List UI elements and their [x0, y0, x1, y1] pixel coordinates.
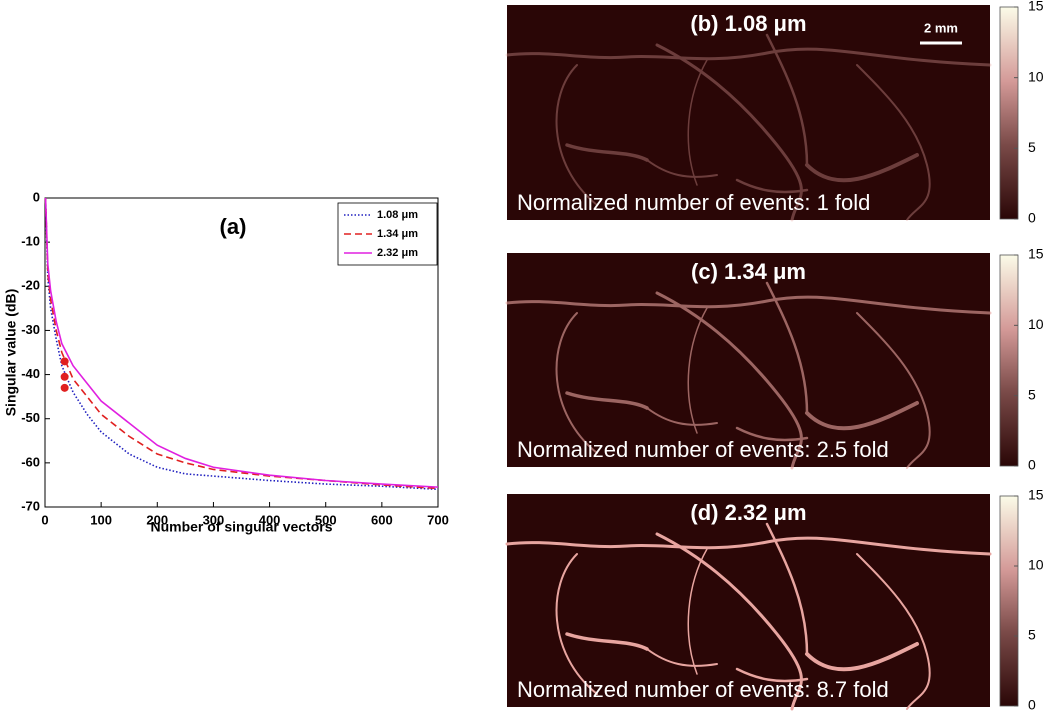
panel-label: (a)	[220, 214, 247, 239]
colorbar-tick-label: 10	[1028, 557, 1044, 573]
colorbar-tick-label: 0	[1028, 457, 1036, 473]
panel-title: (b) 1.08 μm	[690, 11, 806, 36]
x-tick-label: 300	[203, 512, 225, 527]
colorbar-tick-label: 10	[1028, 316, 1044, 332]
y-axis-label: Singular value (dB)	[3, 289, 19, 417]
panel-title: (c) 1.34 μm	[691, 259, 806, 284]
y-tick-label: 0	[33, 189, 40, 204]
y-tick-label: -30	[21, 322, 40, 337]
colorbar	[999, 495, 1019, 707]
colorbar	[999, 6, 1019, 220]
colorbar-tick-label: 5	[1028, 627, 1036, 643]
panel-annotation: Normalized number of events: 2.5 fold	[517, 437, 889, 462]
panel-title: (d) 2.32 μm	[690, 500, 806, 525]
x-tick-label: 400	[259, 512, 281, 527]
series-line	[44, 197, 439, 488]
colorbar-tick-label: 15	[1028, 487, 1044, 503]
colorbar-tick-label: 0	[1028, 210, 1036, 226]
x-tick-label: 500	[315, 512, 337, 527]
panel-annotation: Normalized number of events: 1 fold	[517, 190, 870, 215]
colorbar	[999, 254, 1019, 467]
colorbar-tick-label: 5	[1028, 139, 1036, 155]
marker	[60, 372, 69, 381]
y-tick-label: -10	[21, 234, 40, 249]
x-axis-label: Number of singular vectors	[150, 519, 332, 535]
colorbar-tick-label: 0	[1028, 697, 1036, 713]
scale-bar-label: 2 mm	[924, 20, 958, 35]
x-tick-label: 600	[371, 512, 393, 527]
x-tick-label: 200	[146, 512, 168, 527]
marker	[60, 383, 69, 392]
colorbar-tick-label: 15	[1028, 246, 1044, 262]
legend-label: 1.34 μm	[377, 228, 418, 240]
y-tick-label: -50	[21, 410, 40, 425]
x-tick-label: 0	[41, 512, 48, 527]
legend-label: 2.32 μm	[377, 247, 418, 259]
colorbar-tick-label: 5	[1028, 386, 1036, 402]
legend-box	[337, 202, 438, 266]
colorbar-tick-label: 10	[1028, 68, 1044, 84]
y-tick-label: -60	[21, 454, 40, 469]
x-tick-label: 700	[427, 512, 449, 527]
legend-label: 1.08 μm	[377, 209, 418, 221]
y-tick-label: -20	[21, 278, 40, 293]
y-tick-label: -40	[21, 366, 40, 381]
series-line	[44, 197, 439, 491]
panel-annotation: Normalized number of events: 8.7 fold	[517, 677, 889, 702]
y-tick-label: -70	[21, 498, 40, 513]
marker	[60, 357, 69, 366]
x-tick-label: 100	[90, 512, 112, 527]
colorbar-tick-label: 15	[1028, 0, 1044, 14]
